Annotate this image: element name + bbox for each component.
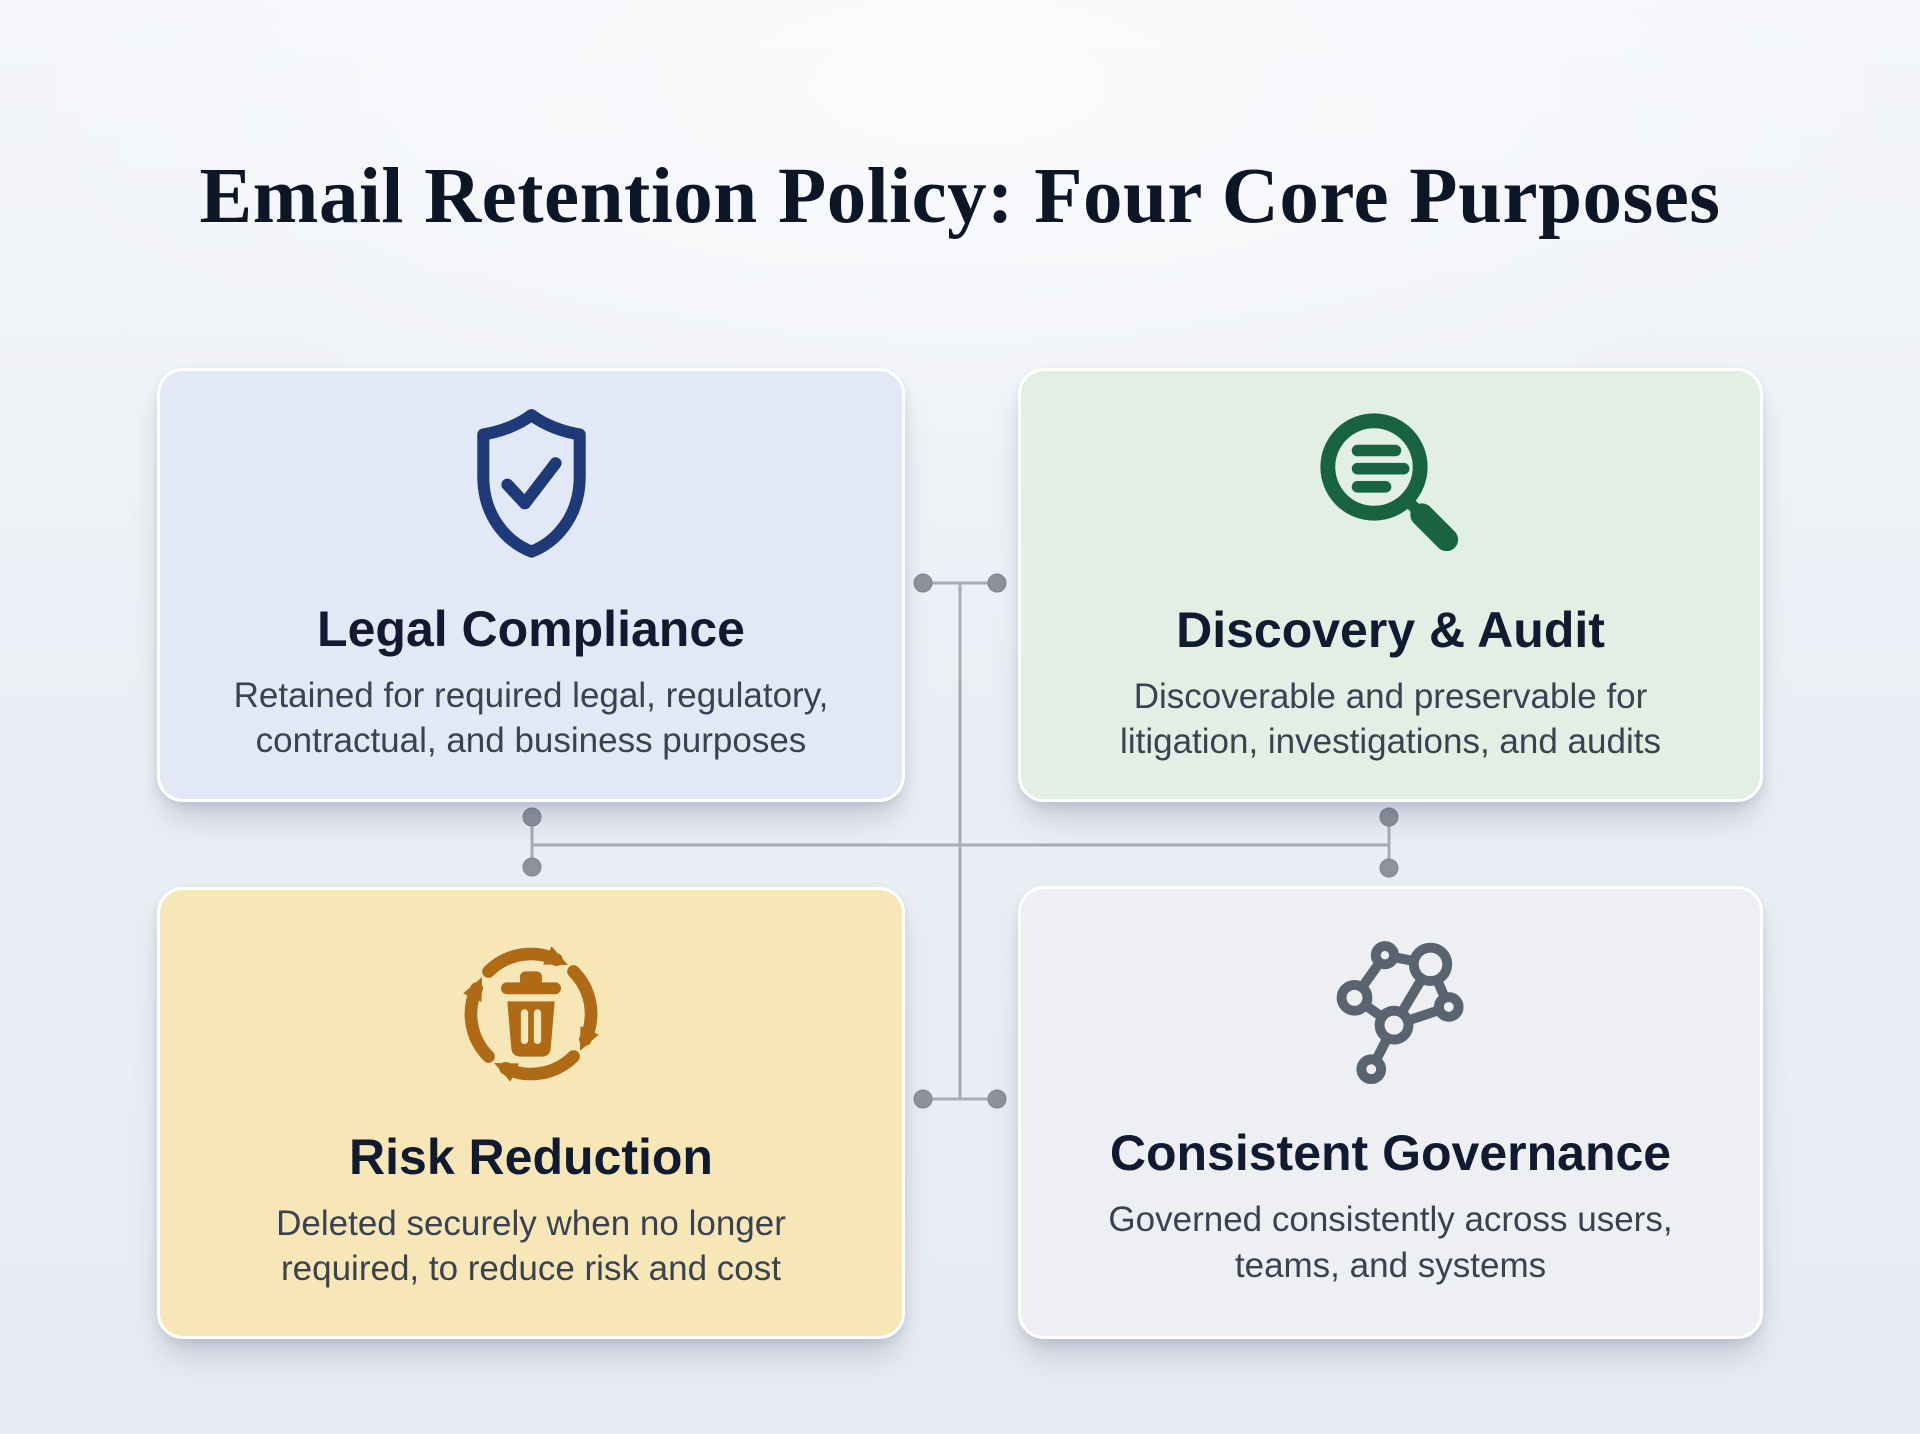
card-description: Governed consistently across users, team… bbox=[1108, 1200, 1673, 1285]
card-title: Discovery & Audit bbox=[1176, 601, 1605, 658]
card-discovery-audit: Discovery & Audit Discoverable and prese… bbox=[1018, 368, 1763, 802]
trash-recycle-arrows-icon bbox=[452, 935, 610, 1098]
network-nodes-icon bbox=[1315, 937, 1467, 1094]
card-consistent-governance: Consistent Governance Governed consisten… bbox=[1018, 886, 1763, 1339]
card-title: Consistent Governance bbox=[1109, 1125, 1672, 1181]
card-risk-reduction: Risk Reduction Deleted securely when no … bbox=[157, 887, 905, 1339]
card-description: Retained for required legal, regulatory,… bbox=[233, 675, 829, 761]
card-description: Discoverable and preservable for litigat… bbox=[1120, 676, 1661, 762]
card-legal-compliance: Legal Compliance Retained for required l… bbox=[157, 368, 905, 802]
card-title: Risk Reduction bbox=[349, 1128, 713, 1185]
shield-check-icon bbox=[464, 407, 599, 570]
magnifier-document-lines-icon bbox=[1308, 406, 1473, 571]
card-title: Legal Compliance bbox=[317, 600, 745, 657]
page-title: Email Retention Policy: Four Core Purpos… bbox=[199, 153, 1721, 240]
card-description: Deleted securely when no longer required… bbox=[276, 1203, 786, 1289]
